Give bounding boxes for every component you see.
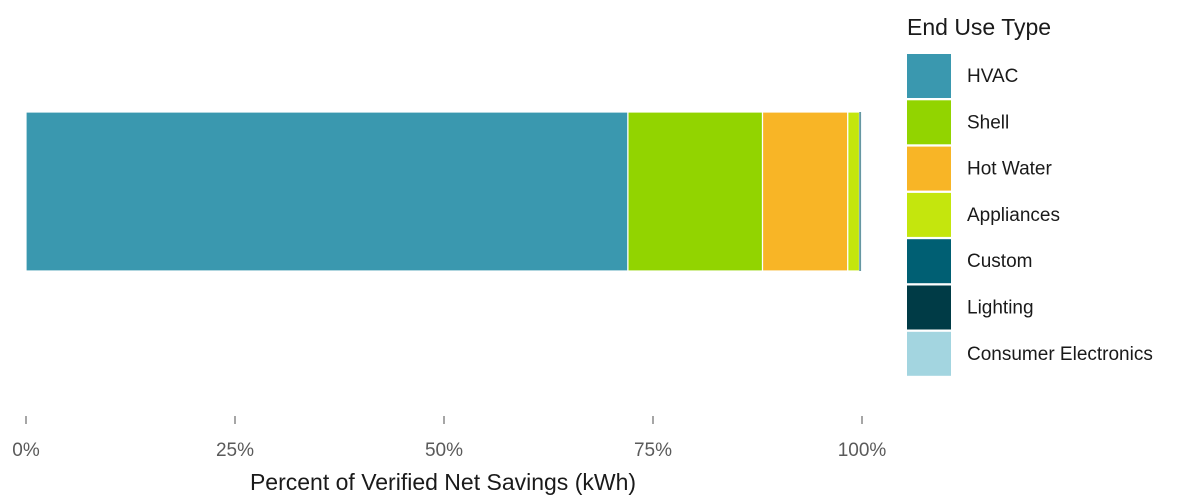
legend-swatch-custom [907, 239, 951, 284]
legend-swatch-consumer-electronics [907, 331, 951, 376]
legend-label-appliances: Appliances [967, 205, 1060, 226]
bar-segment-hot-water [761, 111, 849, 272]
legend-title: End Use Type [907, 14, 1051, 40]
legend-label-consumer-electronics: Consumer Electronics [967, 344, 1153, 365]
legend-swatch-hvac [907, 54, 951, 98]
x-tick-label: 25% [216, 440, 254, 461]
legend-swatch-hot-water [907, 146, 951, 191]
legend-swatch-shell [907, 100, 951, 145]
legend-swatch-lighting [907, 285, 951, 330]
legend-label-hot-water: Hot Water [967, 159, 1052, 180]
bar-segments [25, 111, 862, 272]
legend-label-hvac: HVAC [967, 66, 1018, 87]
bar-segment-hvac [25, 111, 629, 272]
legend-label-shell: Shell [967, 112, 1009, 133]
x-axis-title: Percent of Verified Net Savings (kWh) [250, 469, 636, 495]
legend-label-custom: Custom [967, 251, 1032, 272]
x-axis-ticks: 0% 25% 50% 75% 100% [12, 416, 886, 461]
x-tick-label: 75% [634, 440, 672, 461]
legend: End Use Type HVAC Shell Hot Water Appliance… [907, 14, 1153, 376]
legend-label-lighting: Lighting [967, 298, 1034, 319]
x-tick-label: 0% [12, 440, 40, 461]
bar-segment-shell [627, 111, 764, 272]
bar-segment-custom [859, 112, 861, 271]
x-tick-label: 50% [425, 440, 463, 461]
x-tick-label: 100% [838, 440, 887, 461]
legend-swatch-appliances [907, 192, 951, 237]
bar-segment-appliances [847, 111, 861, 272]
